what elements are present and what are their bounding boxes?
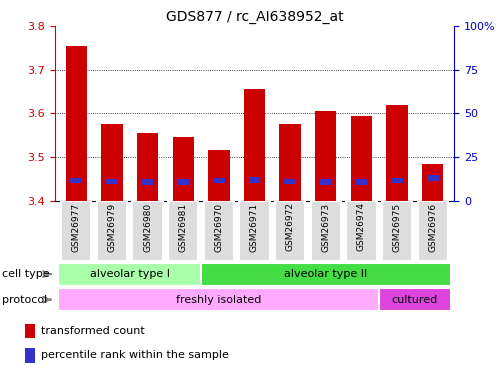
- FancyBboxPatch shape: [418, 201, 448, 261]
- FancyBboxPatch shape: [61, 201, 91, 261]
- Bar: [208, 150, 230, 201]
- FancyBboxPatch shape: [379, 288, 451, 311]
- Text: cultured: cultured: [392, 295, 438, 304]
- Bar: [137, 133, 158, 201]
- Bar: [213, 178, 225, 183]
- Bar: [25, 324, 35, 338]
- Text: GSM26970: GSM26970: [215, 202, 224, 252]
- Bar: [65, 46, 87, 201]
- Text: GSM26976: GSM26976: [428, 202, 437, 252]
- Bar: [106, 178, 118, 184]
- Title: GDS877 / rc_AI638952_at: GDS877 / rc_AI638952_at: [166, 10, 343, 24]
- FancyBboxPatch shape: [310, 201, 341, 261]
- FancyBboxPatch shape: [97, 201, 127, 261]
- Text: protocol: protocol: [2, 295, 48, 304]
- Text: GSM26973: GSM26973: [321, 202, 330, 252]
- Bar: [142, 179, 153, 184]
- Text: percentile rank within the sample: percentile rank within the sample: [41, 350, 229, 360]
- Text: GSM26971: GSM26971: [250, 202, 259, 252]
- FancyBboxPatch shape: [204, 201, 234, 261]
- Text: GSM26979: GSM26979: [107, 202, 116, 252]
- Bar: [315, 111, 336, 201]
- Text: cell type: cell type: [2, 269, 50, 279]
- Text: GSM26981: GSM26981: [179, 202, 188, 252]
- Text: freshly isolated: freshly isolated: [176, 295, 261, 304]
- Bar: [70, 178, 82, 183]
- Bar: [320, 180, 332, 185]
- Bar: [177, 180, 189, 185]
- FancyBboxPatch shape: [58, 288, 379, 311]
- FancyBboxPatch shape: [275, 201, 305, 261]
- Bar: [284, 178, 296, 184]
- Bar: [249, 177, 260, 183]
- Bar: [244, 90, 265, 201]
- Bar: [391, 178, 403, 183]
- Text: alveolar type II: alveolar type II: [284, 269, 367, 279]
- Bar: [173, 137, 194, 201]
- Bar: [101, 124, 123, 201]
- FancyBboxPatch shape: [346, 201, 377, 261]
- Text: transformed count: transformed count: [41, 326, 144, 336]
- FancyBboxPatch shape: [58, 262, 201, 286]
- Bar: [351, 116, 372, 201]
- FancyBboxPatch shape: [132, 201, 163, 261]
- Text: alveolar type I: alveolar type I: [90, 269, 170, 279]
- Text: GSM26977: GSM26977: [72, 202, 81, 252]
- Bar: [25, 348, 35, 363]
- Text: GSM26974: GSM26974: [357, 202, 366, 251]
- FancyBboxPatch shape: [201, 262, 451, 286]
- Text: GSM26975: GSM26975: [393, 202, 402, 252]
- Bar: [355, 179, 367, 184]
- Bar: [422, 164, 444, 201]
- Bar: [427, 175, 439, 181]
- FancyBboxPatch shape: [168, 201, 199, 261]
- Bar: [386, 105, 408, 201]
- Text: GSM26972: GSM26972: [285, 202, 294, 251]
- Bar: [279, 124, 301, 201]
- FancyBboxPatch shape: [240, 201, 269, 261]
- FancyBboxPatch shape: [382, 201, 412, 261]
- Text: GSM26980: GSM26980: [143, 202, 152, 252]
